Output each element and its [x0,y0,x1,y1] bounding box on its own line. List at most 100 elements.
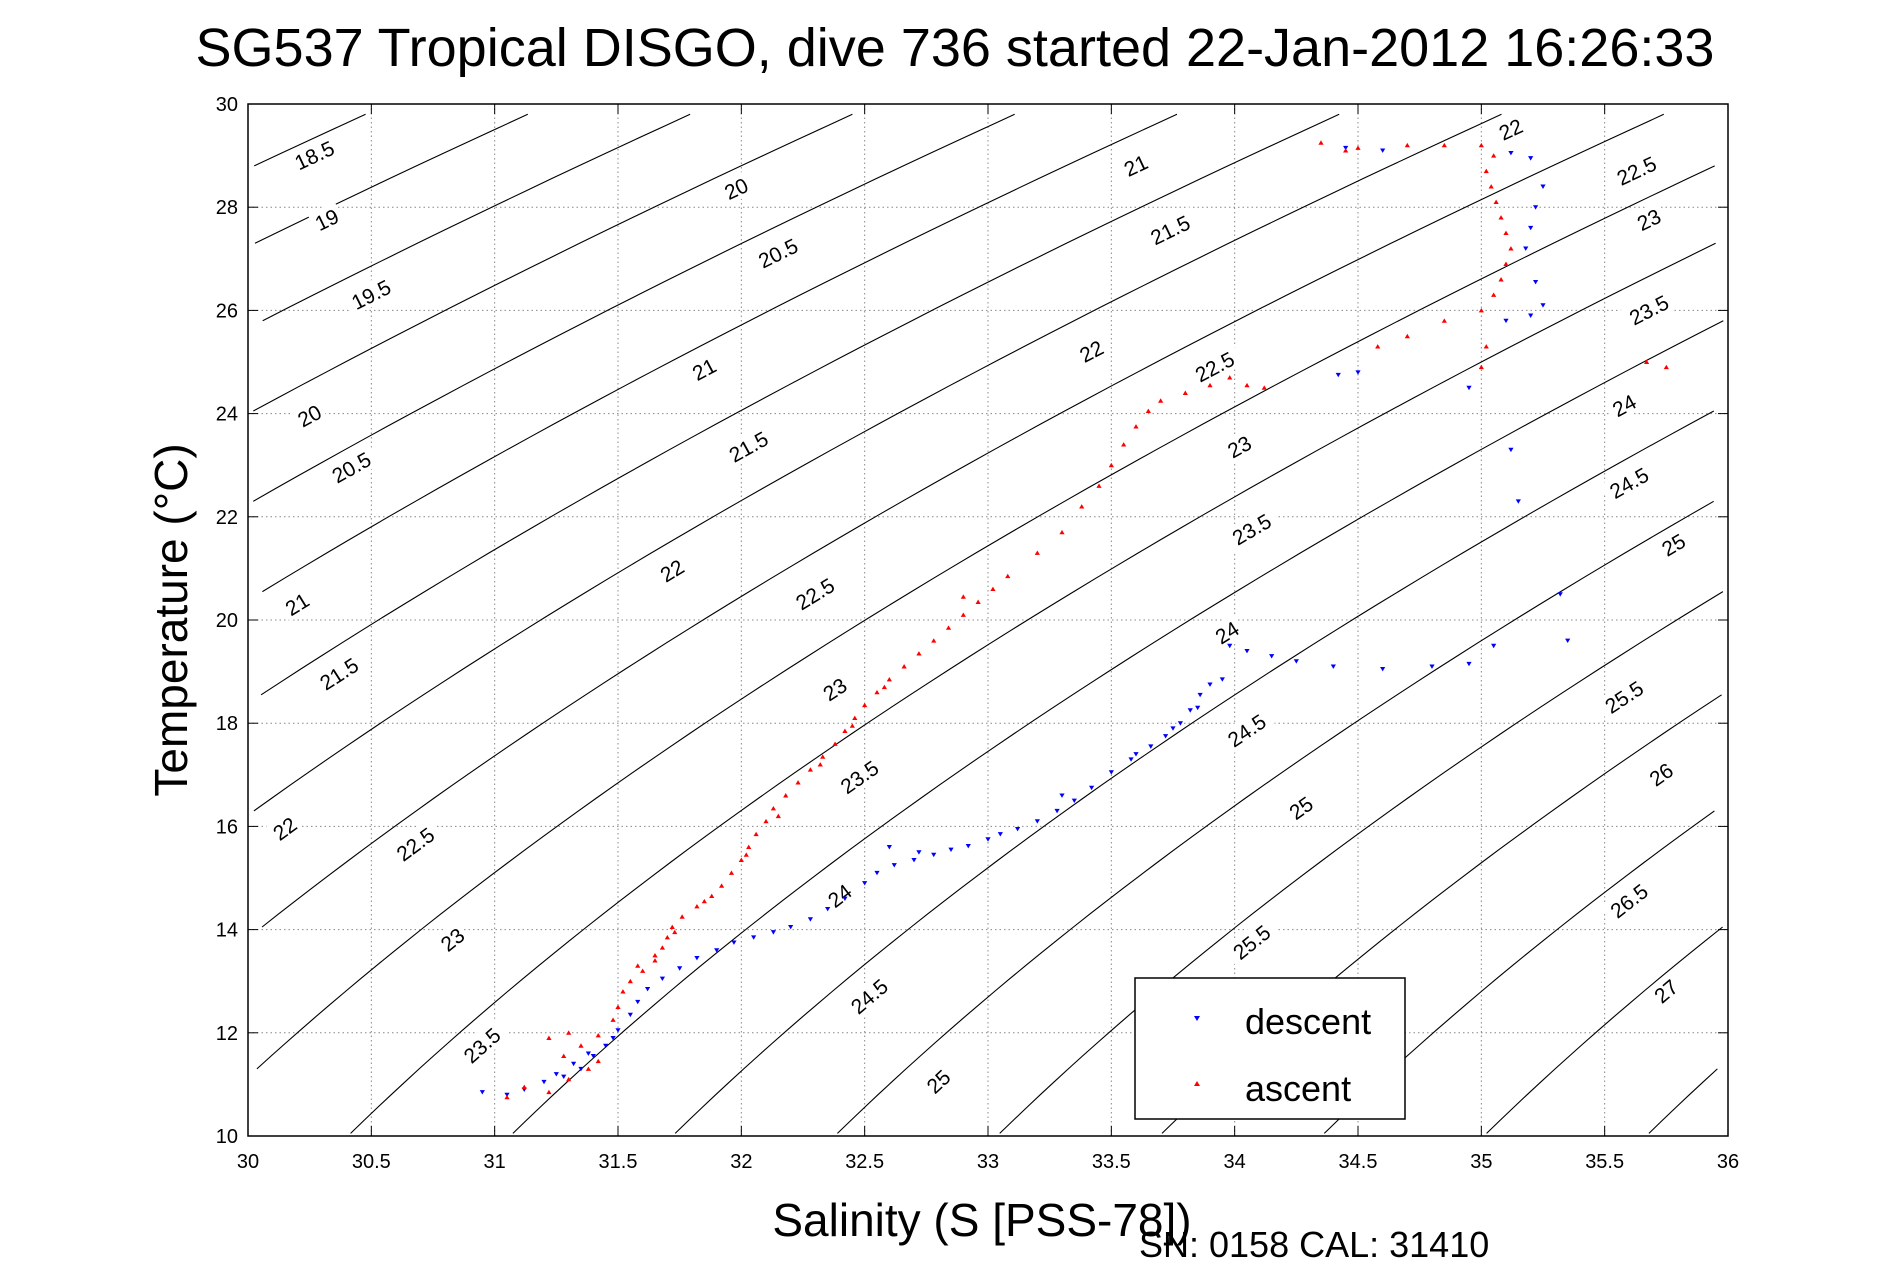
y-tick-label: 12 [216,1023,238,1045]
ascent-point [1483,168,1489,174]
descent-point [1219,677,1225,682]
contour-label-group: 22.5 [1606,147,1666,193]
ascent-point [1227,375,1233,380]
descent-point [911,857,917,863]
descent-point [1148,744,1154,749]
descent-point [1466,385,1472,391]
ascent-point [960,594,966,599]
contour-label-halo [1594,671,1654,722]
descent-point [1227,643,1233,649]
ascent-point [817,762,823,767]
x-tick-label: 30.5 [352,1151,391,1173]
descent-point [1330,664,1336,669]
contour-label-halo [1222,915,1280,968]
ascent-point [1343,148,1349,153]
contour-label-halo [1184,343,1244,390]
ascent-point [595,1058,601,1064]
contour-label-group: 25 [918,1062,958,1101]
ascent-point [849,723,855,728]
descent-point [1540,184,1546,189]
descent-point [694,955,700,961]
ascent-point [627,978,633,984]
ascent-point [1441,142,1447,148]
ascent-point [1121,442,1127,447]
ascent-point [1483,344,1489,349]
legend-ascent-marker [1194,1081,1200,1086]
contour-label-halo [341,271,401,317]
x-tick-label: 33 [977,1151,999,1173]
contour-label-group: 23 [432,920,472,958]
contour-label-halo [820,876,859,914]
contour-label-halo [1491,111,1530,147]
ascent-point [1663,364,1669,370]
descent-point [965,844,971,849]
descent-point [825,906,831,912]
descent-point [1508,447,1514,453]
ascent-point [679,914,685,919]
contour-label-group: 24.5 [1599,458,1659,507]
contour-label-halo [1281,788,1320,826]
contour-label-halo [748,230,808,276]
ascent-point [694,903,700,909]
descent-point [1059,793,1065,798]
ascent-point [709,893,715,899]
contour-label-group: 27 [1646,971,1685,1010]
contour-label-halo [684,351,723,387]
contour-label-group: 21 [277,585,316,622]
y-tick-label: 22 [216,507,238,529]
contour-label-halo [1599,458,1659,507]
contour-label-halo [1072,333,1110,369]
ascent-point [1498,215,1504,220]
contour-label-group: 23 [815,670,854,708]
ascent-point [862,702,868,708]
descent-point [1515,499,1521,504]
ascent-point [504,1094,510,1100]
contour-label-halo [277,585,316,622]
ascent-point [1478,308,1484,313]
ascent-point [775,813,781,819]
ascent-point [719,883,725,888]
descent-point [659,976,665,982]
grid [248,104,1728,1136]
contour-label-group: 20 [717,170,755,206]
ascent-point [1491,292,1497,297]
contour-label-group: 20.5 [321,443,381,491]
y-tick-label: 28 [216,197,238,219]
descent-point [1269,654,1275,659]
descent-point [770,930,776,935]
contour-label: 21 [282,589,314,621]
isopycnal-line [837,500,1714,1134]
ascent-point [783,793,789,798]
ascent-point [738,857,744,862]
data-points [479,140,1669,1100]
descent-point [1466,661,1472,667]
descent-point [1533,205,1539,210]
ascent-point [807,767,813,772]
ascent-point [1404,142,1410,148]
ascent-point [1005,573,1011,579]
y-tick-label: 24 [216,404,238,426]
contour-label-group: 22.5 [785,569,845,618]
descent-point [1491,643,1497,649]
contour-label-group: 23.5 [830,751,889,802]
contour-label-group: 18.5 [284,132,344,177]
ascent-point [728,870,735,875]
descent-point [1089,785,1095,791]
contour-label-group: 23.5 [1222,504,1281,553]
ascent-point [546,1089,552,1095]
x-tick-label: 34 [1224,1151,1246,1173]
ascent-point [1498,277,1504,282]
isopycnal-line [512,320,1724,1134]
ascent-point [770,805,776,811]
legend-ascent-label: ascent [1245,1068,1351,1109]
ascent-point [820,754,826,759]
descent-point [590,1054,596,1059]
ascent-point [1079,504,1085,509]
chart-title: SG537 Tropical DISGO, dive 736 started 2… [196,18,1715,78]
ascent-point [546,1035,552,1040]
descent-point [1163,734,1169,739]
descent-point [1054,808,1060,814]
descent-point [948,847,954,853]
descent-point [578,1066,584,1072]
contour-labels: 18.5 19 19.5 20 20.5 21 21.5 22 22.5 23 23.5 20 20.5… [265,111,1693,1101]
